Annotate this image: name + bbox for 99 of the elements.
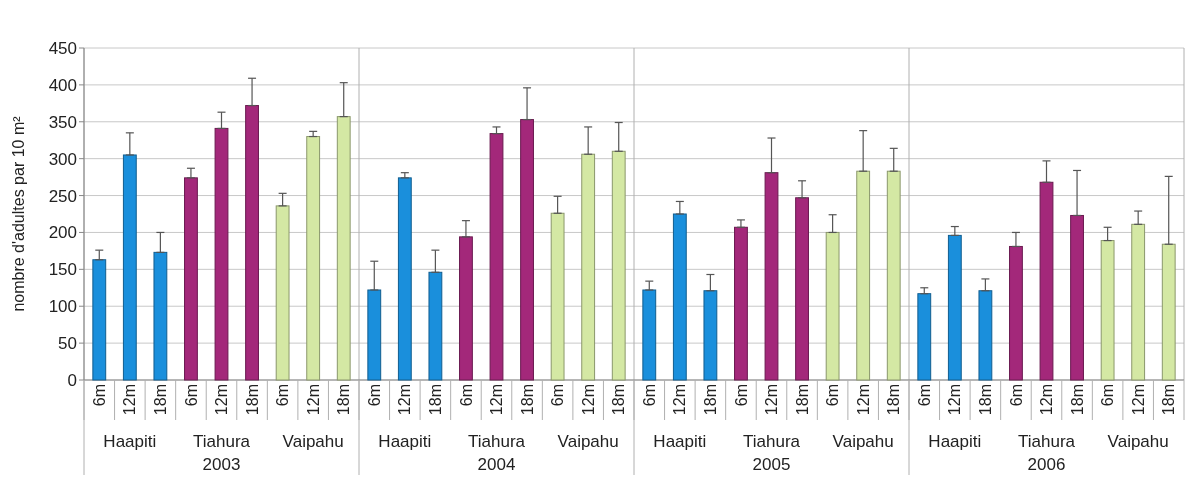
y-tick-label: 300: [48, 149, 77, 169]
text: Tiahura: [467, 432, 526, 451]
bar: [611, 150, 626, 381]
x-tick-label: 6m: [90, 384, 108, 407]
bar: [978, 290, 993, 381]
bar: [825, 231, 840, 381]
x-tick-label: 18m: [701, 384, 719, 416]
x-tick-label: 6m: [1007, 384, 1025, 407]
x-tick-label: 12m: [671, 384, 689, 416]
y-axis-title: nombre d'adultes par 10 m²: [10, 115, 27, 312]
x-tick-label: 12m: [579, 384, 597, 416]
text: Vaipahu: [557, 432, 619, 451]
bar: [336, 116, 351, 381]
bar: [947, 234, 962, 381]
bar: [1100, 240, 1115, 381]
bar: [520, 119, 534, 381]
bar: [367, 289, 382, 381]
y-tick-label: 50: [58, 334, 77, 354]
x-tick-label: 6m: [1099, 384, 1117, 407]
y-tick-label: 0: [67, 370, 77, 390]
x-tick-label: 6m: [365, 384, 383, 407]
text: Tiahura: [192, 432, 251, 451]
x-tick-label: 18m: [426, 384, 444, 416]
x-tick-label: 12m: [763, 384, 781, 416]
text: 2004: [477, 455, 516, 474]
bar: [153, 251, 168, 381]
x-tick-label: 12m: [946, 384, 964, 416]
x-tick-label: 18m: [243, 384, 261, 416]
x-tick-label: 18m: [793, 384, 811, 416]
y-tick-label: 250: [48, 186, 77, 206]
bar: [1131, 223, 1146, 381]
bar: [306, 136, 321, 381]
y-tick-label: 100: [48, 297, 77, 317]
y-tick-label: 400: [48, 75, 77, 95]
x-tick-label: 12m: [1129, 384, 1147, 416]
x-tick-label: 18m: [151, 384, 169, 416]
bar: [764, 172, 779, 381]
bar: [795, 197, 809, 381]
x-tick-label: 18m: [518, 384, 536, 416]
x-tick-label: 6m: [824, 384, 842, 407]
text: Haapiti: [653, 432, 707, 451]
y-tick-label: 350: [48, 112, 77, 132]
text: Haapiti: [378, 432, 432, 451]
y-tick-label: 450: [48, 38, 77, 58]
bar: [1161, 243, 1176, 381]
x-tick-label: 12m: [488, 384, 506, 416]
x-tick-label: 18m: [885, 384, 903, 416]
text: Haapiti: [928, 432, 982, 451]
x-tick-label: 6m: [732, 384, 750, 407]
x-tick-label: 12m: [213, 384, 231, 416]
bar: [184, 177, 198, 381]
text: Vaipahu: [832, 432, 894, 451]
bar: [92, 259, 107, 381]
x-tick-label: 6m: [182, 384, 200, 407]
bar: [1070, 214, 1084, 381]
text: Haapiti: [103, 432, 157, 451]
bar: [917, 293, 932, 381]
bar: [489, 133, 504, 381]
x-tick-label: 6m: [915, 384, 933, 407]
x-tick-label: 12m: [121, 384, 139, 416]
bar: [672, 213, 687, 381]
bar: [1009, 245, 1023, 381]
bar: [428, 271, 443, 381]
y-tick-label: 200: [48, 223, 77, 243]
x-tick-label: 6m: [457, 384, 475, 407]
bar: [1039, 181, 1054, 381]
x-tick-label: 18m: [1068, 384, 1086, 416]
bar: [214, 127, 229, 381]
x-tick-label: 12m: [304, 384, 322, 416]
bar: [642, 289, 657, 381]
x-tick-label: 6m: [274, 384, 292, 407]
text: 2006: [1027, 455, 1066, 474]
x-tick-label: 18m: [335, 384, 353, 416]
bar: [886, 170, 901, 381]
bar: [459, 236, 473, 381]
text: Tiahura: [1017, 432, 1076, 451]
x-tick-label: 18m: [976, 384, 994, 416]
bar: [397, 177, 412, 381]
text: Vaipahu: [1107, 432, 1169, 451]
y-tick-label: 150: [48, 260, 77, 280]
bar: [550, 212, 565, 381]
bar: [703, 290, 718, 381]
x-tick-label: 6m: [549, 384, 567, 407]
text: 2003: [202, 455, 241, 474]
bar: [734, 226, 748, 381]
x-tick-label: 18m: [1160, 384, 1178, 416]
bar: [122, 154, 137, 381]
x-tick-label: 12m: [854, 384, 872, 416]
bar: [275, 205, 290, 381]
text: 2005: [752, 455, 791, 474]
x-tick-label: 12m: [1038, 384, 1056, 416]
bar: [245, 105, 259, 381]
x-tick-label: 18m: [610, 384, 628, 416]
text: Vaipahu: [282, 432, 344, 451]
bar: [581, 153, 596, 381]
bar: [856, 170, 871, 381]
x-tick-label: 6m: [640, 384, 658, 407]
text: Tiahura: [742, 432, 801, 451]
x-tick-label: 12m: [396, 384, 414, 416]
